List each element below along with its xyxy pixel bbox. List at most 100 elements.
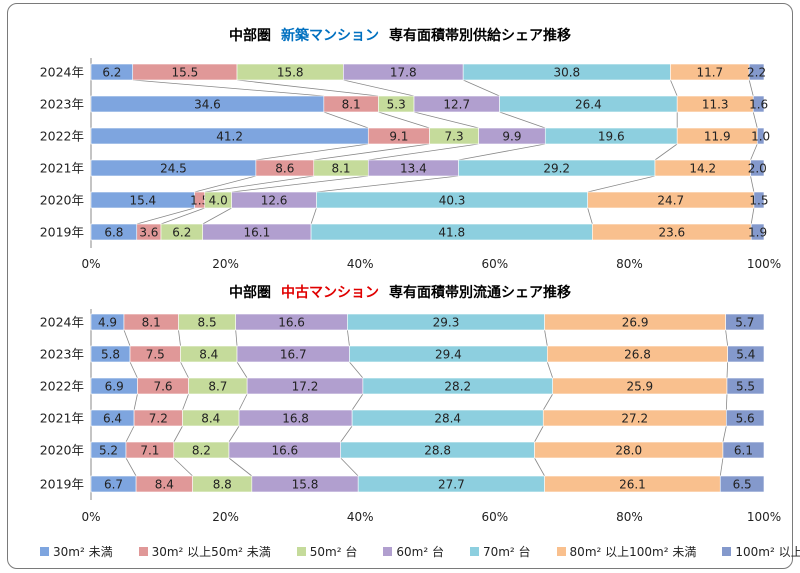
- data-label: 15.5: [172, 66, 199, 80]
- data-label: 30.8: [553, 66, 580, 80]
- x-tick-label: 60%: [481, 510, 508, 524]
- data-label: 9.1: [389, 130, 408, 144]
- data-label: 5.3: [387, 98, 406, 112]
- legend-item: 100m² 以上: [722, 543, 800, 560]
- connector-line: [654, 143, 678, 161]
- year-label: 2019年: [40, 225, 84, 240]
- connector-line: [136, 207, 195, 225]
- connector-line: [236, 79, 379, 97]
- data-label: 5.7: [735, 316, 754, 330]
- connector-line: [123, 329, 131, 347]
- data-label: 26.1: [619, 478, 646, 492]
- connector-line: [750, 143, 758, 161]
- data-label: 12.7: [443, 98, 470, 112]
- x-tick-label: 0%: [81, 510, 100, 524]
- bar-segment: [748, 63, 765, 81]
- data-label: 4.0: [209, 194, 228, 208]
- connector-line: [368, 143, 479, 161]
- connector-line: [194, 175, 256, 193]
- connector-line: [133, 393, 138, 411]
- data-label: 6.5: [733, 478, 752, 492]
- data-label: 2.2: [747, 66, 766, 80]
- data-label: 11.7: [696, 66, 723, 80]
- connector-line: [750, 207, 755, 225]
- year-label: 2024年: [40, 315, 84, 330]
- bar-segment: [750, 159, 765, 177]
- connector-line: [310, 207, 317, 225]
- legend-swatch: [40, 546, 49, 556]
- data-label: 7.6: [153, 380, 172, 394]
- data-label: 8.7: [208, 380, 227, 394]
- year-label: 2022年: [40, 379, 84, 394]
- data-label: 1.5: [749, 194, 768, 208]
- year-label: 2022年: [40, 129, 84, 144]
- connector-line: [182, 393, 189, 411]
- connector-line: [722, 425, 727, 443]
- data-label: 16.6: [271, 444, 298, 458]
- bar-segment: [722, 441, 765, 459]
- data-label: 16.8: [282, 412, 309, 426]
- data-label: 6.8: [104, 226, 123, 240]
- data-label: 41.8: [438, 226, 465, 240]
- data-label: 26.9: [622, 316, 649, 330]
- year-label: 2020年: [40, 193, 84, 208]
- data-label: 12.6: [261, 194, 288, 208]
- connector-line: [750, 175, 755, 193]
- data-label: 1.0: [751, 130, 770, 144]
- x-tick-label: 100%: [747, 257, 781, 271]
- data-label: 14.2: [689, 162, 716, 176]
- year-label: 2020年: [40, 443, 84, 458]
- x-tick-label: 80%: [616, 510, 643, 524]
- connector-line: [160, 207, 205, 225]
- data-label: 15.8: [277, 66, 304, 80]
- connector-line: [228, 425, 240, 443]
- data-label: 7.3: [445, 130, 464, 144]
- legend-swatch: [138, 546, 148, 556]
- data-label: 6.2: [172, 226, 191, 240]
- data-label: 29.3: [433, 316, 460, 330]
- data-label: 17.8: [390, 66, 417, 80]
- data-label: 8.1: [331, 162, 350, 176]
- legend-swatch: [469, 546, 479, 556]
- legend-swatch: [383, 546, 393, 556]
- x-tick-label: 60%: [481, 257, 508, 271]
- legend-swatch: [296, 546, 306, 556]
- data-label: 16.7: [280, 348, 307, 362]
- data-label: 7.1: [140, 444, 159, 458]
- connector-line: [204, 175, 314, 193]
- connector-line: [534, 425, 544, 443]
- connector-line: [725, 329, 729, 347]
- legend-item: 60m² 台: [383, 543, 444, 560]
- connector-line: [316, 175, 459, 193]
- data-label: 8.1: [342, 98, 361, 112]
- data-label: 16.1: [244, 226, 271, 240]
- data-label: 28.4: [434, 412, 461, 426]
- legend-item: 30m² 以上50m² 未満: [138, 543, 271, 560]
- connector-line: [748, 79, 754, 97]
- data-label: 1.9: [748, 226, 767, 240]
- year-label: 2021年: [40, 411, 84, 426]
- legend-label: 70m² 台: [482, 544, 531, 559]
- connector-line: [323, 111, 369, 129]
- data-label: 24.5: [160, 162, 187, 176]
- data-label: 5.5: [736, 380, 755, 394]
- connector-line: [132, 79, 324, 97]
- chart-title-1: 中部圏 新築マンション 専有面積帯別供給シェア推移: [229, 27, 571, 44]
- data-label: 4.9: [98, 316, 117, 330]
- connector-line: [499, 111, 546, 129]
- data-label: 28.2: [444, 380, 471, 394]
- data-label: 3.6: [139, 226, 158, 240]
- connector-line: [173, 457, 193, 477]
- legend-label: 100m² 以上: [735, 544, 800, 559]
- bar-segment: [725, 313, 765, 331]
- x-tick-label: 20%: [212, 510, 239, 524]
- legend-item: 50m² 台: [296, 543, 357, 560]
- legend-label: 30m² 未満: [53, 544, 113, 559]
- connector-line: [129, 361, 138, 379]
- data-label: 29.4: [435, 348, 462, 362]
- legend-item: 80m² 以上100m² 未満: [556, 543, 696, 560]
- bar-segment: [719, 475, 765, 493]
- data-label: 1.6: [749, 98, 768, 112]
- data-label: 8.2: [192, 444, 211, 458]
